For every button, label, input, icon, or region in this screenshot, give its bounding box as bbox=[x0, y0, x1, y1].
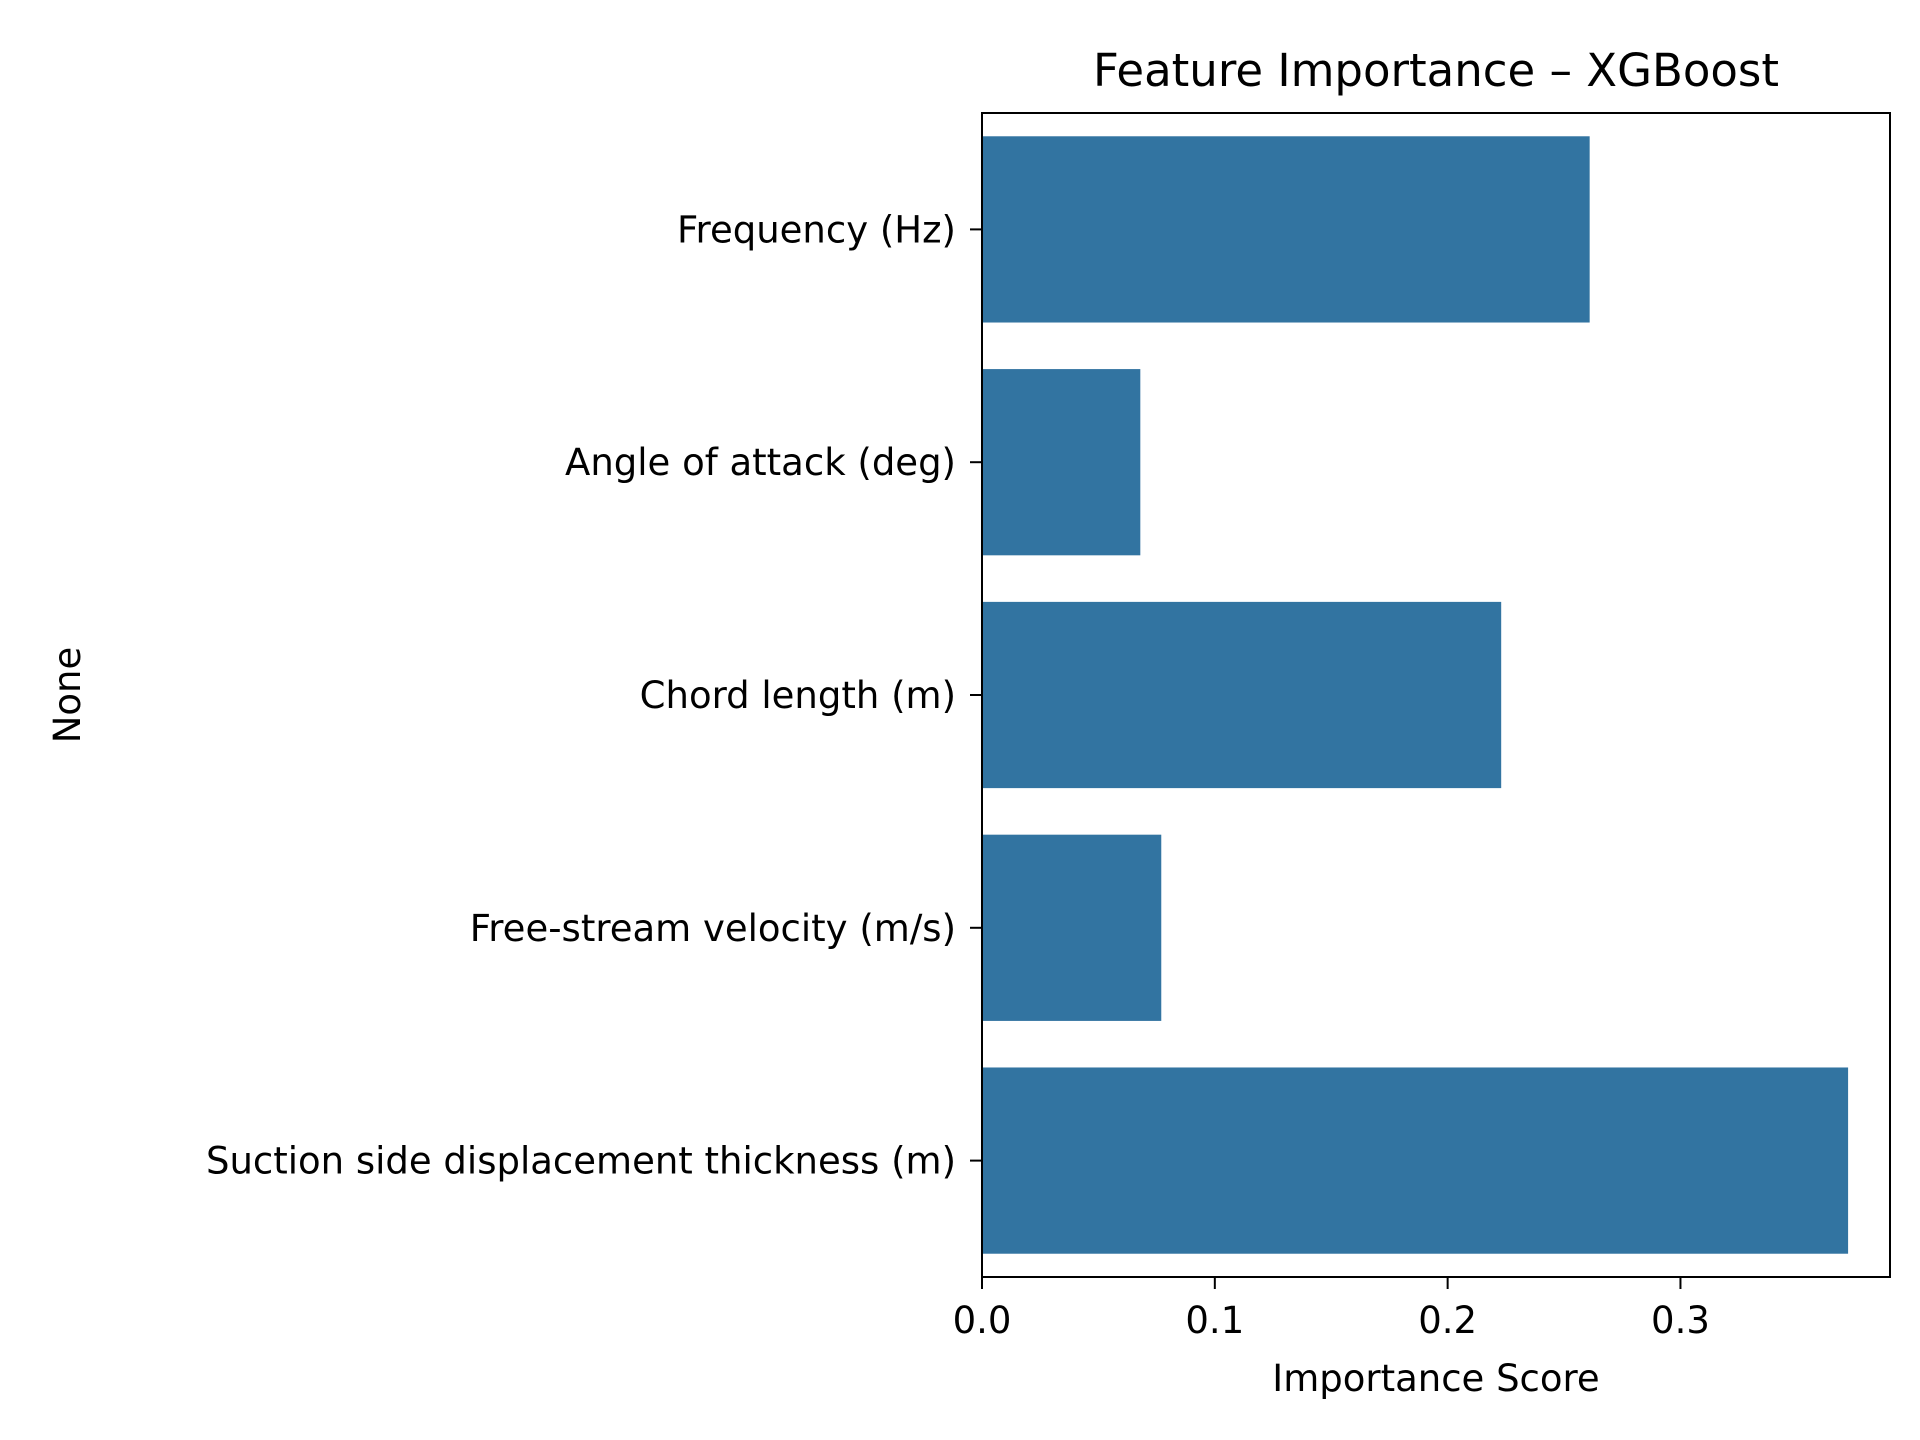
y-tick-label: Frequency (Hz) bbox=[677, 208, 956, 251]
y-tick-label: Chord length (m) bbox=[640, 674, 956, 717]
bar bbox=[982, 1067, 1849, 1254]
y-axis-label: None bbox=[46, 647, 89, 744]
y-tick-label: Angle of attack (deg) bbox=[565, 441, 956, 484]
bar bbox=[982, 601, 1502, 789]
x-axis-label: Importance Score bbox=[1272, 1357, 1599, 1400]
y-tick-label: Suction side displacement thickness (m) bbox=[206, 1140, 956, 1183]
x-tick-label: 0.3 bbox=[1651, 1299, 1710, 1342]
plot-frame bbox=[981, 112, 1891, 1278]
x-tick-label: 0.0 bbox=[953, 1299, 1012, 1342]
bar bbox=[982, 369, 1141, 556]
x-tick-label: 0.1 bbox=[1185, 1299, 1244, 1342]
bar bbox=[982, 834, 1162, 1021]
ticks-layer: Frequency (Hz) Angle of attack (deg) Chord… bbox=[206, 208, 1710, 1342]
bars-layer bbox=[982, 136, 1849, 1254]
y-tick-label: Free-stream velocity (m/s) bbox=[470, 907, 956, 950]
x-tick-label: 0.2 bbox=[1418, 1299, 1477, 1342]
bar bbox=[982, 136, 1590, 323]
chart-title: Feature Importance – XGBoost bbox=[1093, 44, 1779, 97]
